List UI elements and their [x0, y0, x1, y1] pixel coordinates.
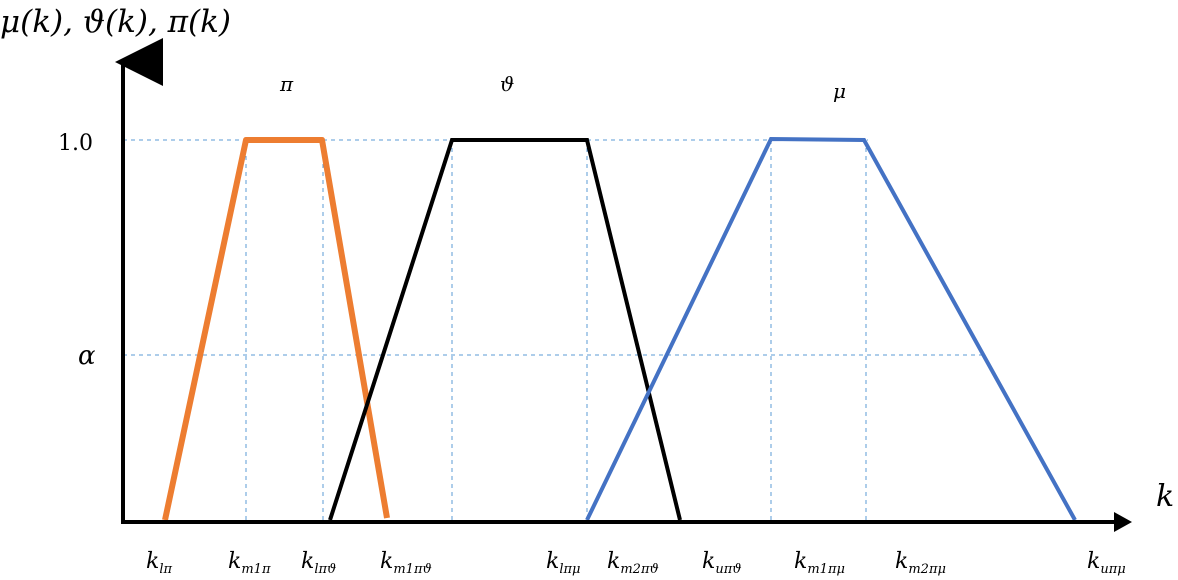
y-tick-alpha: α [78, 341, 96, 371]
curve-theta [328, 138, 682, 521]
x-tick-label: klπμ [546, 549, 581, 577]
x-tick-label: km1π [228, 549, 271, 577]
curve-label-pi: π [279, 72, 294, 96]
guide-lines [123, 139, 985, 522]
x-tick-label: klπ [146, 549, 173, 577]
x-tick-labels: klπ km1π klπϑ km1πϑ klπμ km2πϑ kuπϑ km1π… [146, 549, 1126, 577]
x-tick-label: km1πϑ [380, 549, 432, 577]
x-tick-label: kuπμ [1087, 549, 1126, 577]
x-tick-label: kuπϑ [702, 549, 742, 577]
x-axis-arrowhead [1114, 512, 1132, 532]
x-axis-label: k [1156, 479, 1174, 514]
x-tick-label: klπϑ [301, 549, 336, 577]
y-axis-label: μ(k), ϑ(k), π(k) [0, 4, 231, 40]
curve-label-theta: ϑ [500, 72, 514, 96]
curve-mu [585, 136, 1077, 521]
curve-pi [162, 137, 390, 521]
x-tick-label: km1πμ [794, 549, 845, 577]
x-tick-label: km2πμ [895, 549, 946, 577]
curve-label-mu: μ [833, 79, 846, 103]
y-tick-one: 1.0 [58, 131, 93, 156]
x-tick-label: km2πϑ [607, 549, 659, 577]
